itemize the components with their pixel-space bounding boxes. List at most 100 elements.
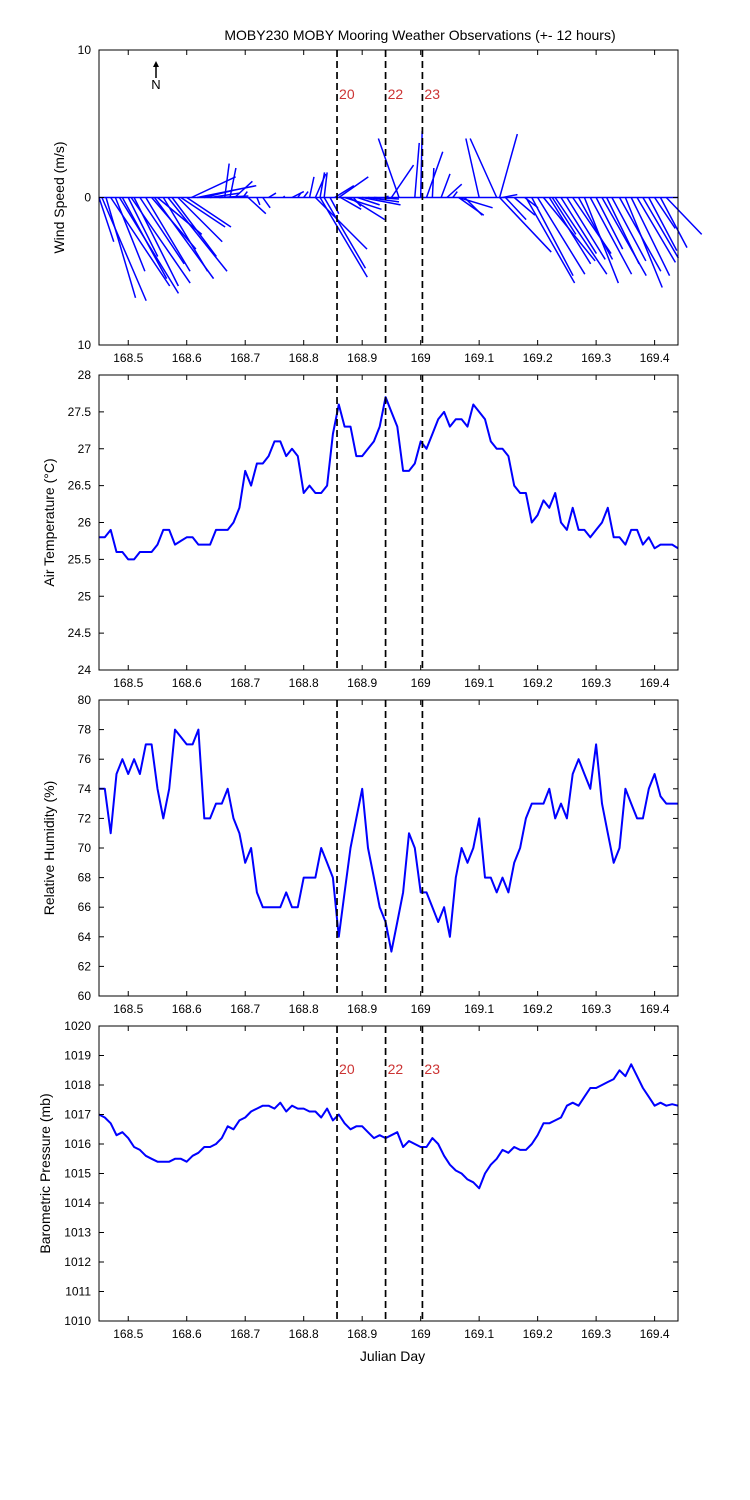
wind-vector [323,197,367,269]
y-tick-label: 25.5 [68,552,92,566]
x-tick-label: 169.2 [523,676,553,690]
y-tick-label: 70 [78,841,92,855]
wind-vector [177,196,223,243]
x-tick-label: 169.1 [464,676,494,690]
wind-vector [234,180,253,199]
x-tick-label: 168.7 [230,351,260,365]
wind-vector [167,197,228,272]
wind-vector [98,197,115,242]
wind-vector [583,197,620,284]
wind-vector [498,133,519,198]
y-axis-label: Relative Humidity (%) [41,781,57,916]
y-tick-label: 27.5 [68,405,92,419]
y-tick-label: 62 [78,959,92,973]
chart-panel-3: 168.5 168.6 168.7 168.8 168.9 169 169.1 169.2 16… [41,693,679,1016]
wind-vector [105,197,137,299]
wind-vector [463,196,483,216]
wind-vector [560,197,598,254]
wind-vector [605,197,640,265]
wind-vector [191,176,236,199]
y-tick-label: 24 [78,663,92,677]
x-tick-label: 168.8 [289,676,319,690]
wind-vector [162,197,209,272]
wind-vector [554,197,608,275]
wind-vector [648,197,678,251]
wind-vector [642,197,679,259]
wind-vector [303,191,309,198]
wind-vector [121,197,168,279]
x-tick-label: 168.5 [113,351,143,365]
data-series-line [98,1063,679,1190]
wind-vector [268,192,277,199]
y-tick-label: 68 [78,871,92,885]
y-tick-label: 10 [78,43,92,57]
wind-vector [367,196,400,203]
wind-vector [348,196,386,221]
wind-vector [223,163,230,198]
x-tick-label: 169.3 [581,676,611,690]
wind-vector [297,192,302,198]
data-series-line [99,396,679,561]
wind-vector [186,196,232,228]
y-tick-label: 1013 [64,1226,91,1240]
x-tick-label: 168.6 [172,1327,202,1341]
wind-vector [502,193,518,199]
wind-vector [630,197,671,277]
y-tick-label: 80 [78,693,92,707]
wind-vector [566,197,606,260]
north-label: N [151,77,160,92]
wind-vector [357,196,380,206]
y-tick-label: 74 [78,782,92,796]
y-tick-label: 64 [78,930,92,944]
event-marker-label: 23 [424,1061,440,1077]
x-tick-label: 169 [411,676,431,690]
wind-vector [577,197,614,260]
wind-vector [352,197,362,207]
y-tick-label: 1010 [64,1314,91,1328]
x-tick-label: 169.2 [523,1327,553,1341]
wind-vector [624,197,663,288]
event-marker-label: 20 [339,86,355,102]
wind-vector [329,197,340,215]
wind-vector [145,197,191,272]
wind-vector [340,196,362,210]
wind-vector [452,191,458,198]
x-axis-label: Julian Day [360,1348,425,1364]
event-marker-label: 23 [424,86,440,102]
north-arrowhead-icon [153,61,159,67]
wind-vector [636,197,677,263]
event-marker-label: 22 [388,86,404,102]
wind-vector [344,196,382,211]
x-tick-label: 168.9 [347,1327,377,1341]
y-tick-label: 1012 [64,1255,91,1269]
wind-vector [446,183,463,199]
y-tick-label: 66 [78,900,92,914]
event-marker-label: 20 [339,1061,355,1077]
y-tick-label: 26 [78,516,92,530]
wind-vector [362,196,401,206]
wind-vector [653,197,676,229]
x-tick-label: 168.7 [230,1327,260,1341]
wind-vector [431,167,435,198]
wind-vector [390,164,415,198]
x-tick-label: 168.6 [172,676,202,690]
wind-vector [513,196,536,216]
x-tick-label: 169.4 [640,1327,670,1341]
y-tick-label: 28 [78,368,92,382]
wind-vector [469,138,498,198]
x-tick-label: 168.9 [347,351,377,365]
wind-vector [548,197,592,265]
wind-vector [323,172,328,198]
x-tick-label: 169.2 [523,351,553,365]
x-tick-label: 168.5 [113,676,143,690]
wind-vector [504,196,527,221]
wind-vector [525,197,576,284]
event-marker-label: 22 [388,1061,404,1077]
wind-vector [425,151,444,198]
wind-vector [589,197,633,275]
x-tick-label: 168.8 [289,351,319,365]
y-tick-label: 76 [78,752,92,766]
wind-vector [531,197,574,277]
wind-vector [291,190,305,199]
